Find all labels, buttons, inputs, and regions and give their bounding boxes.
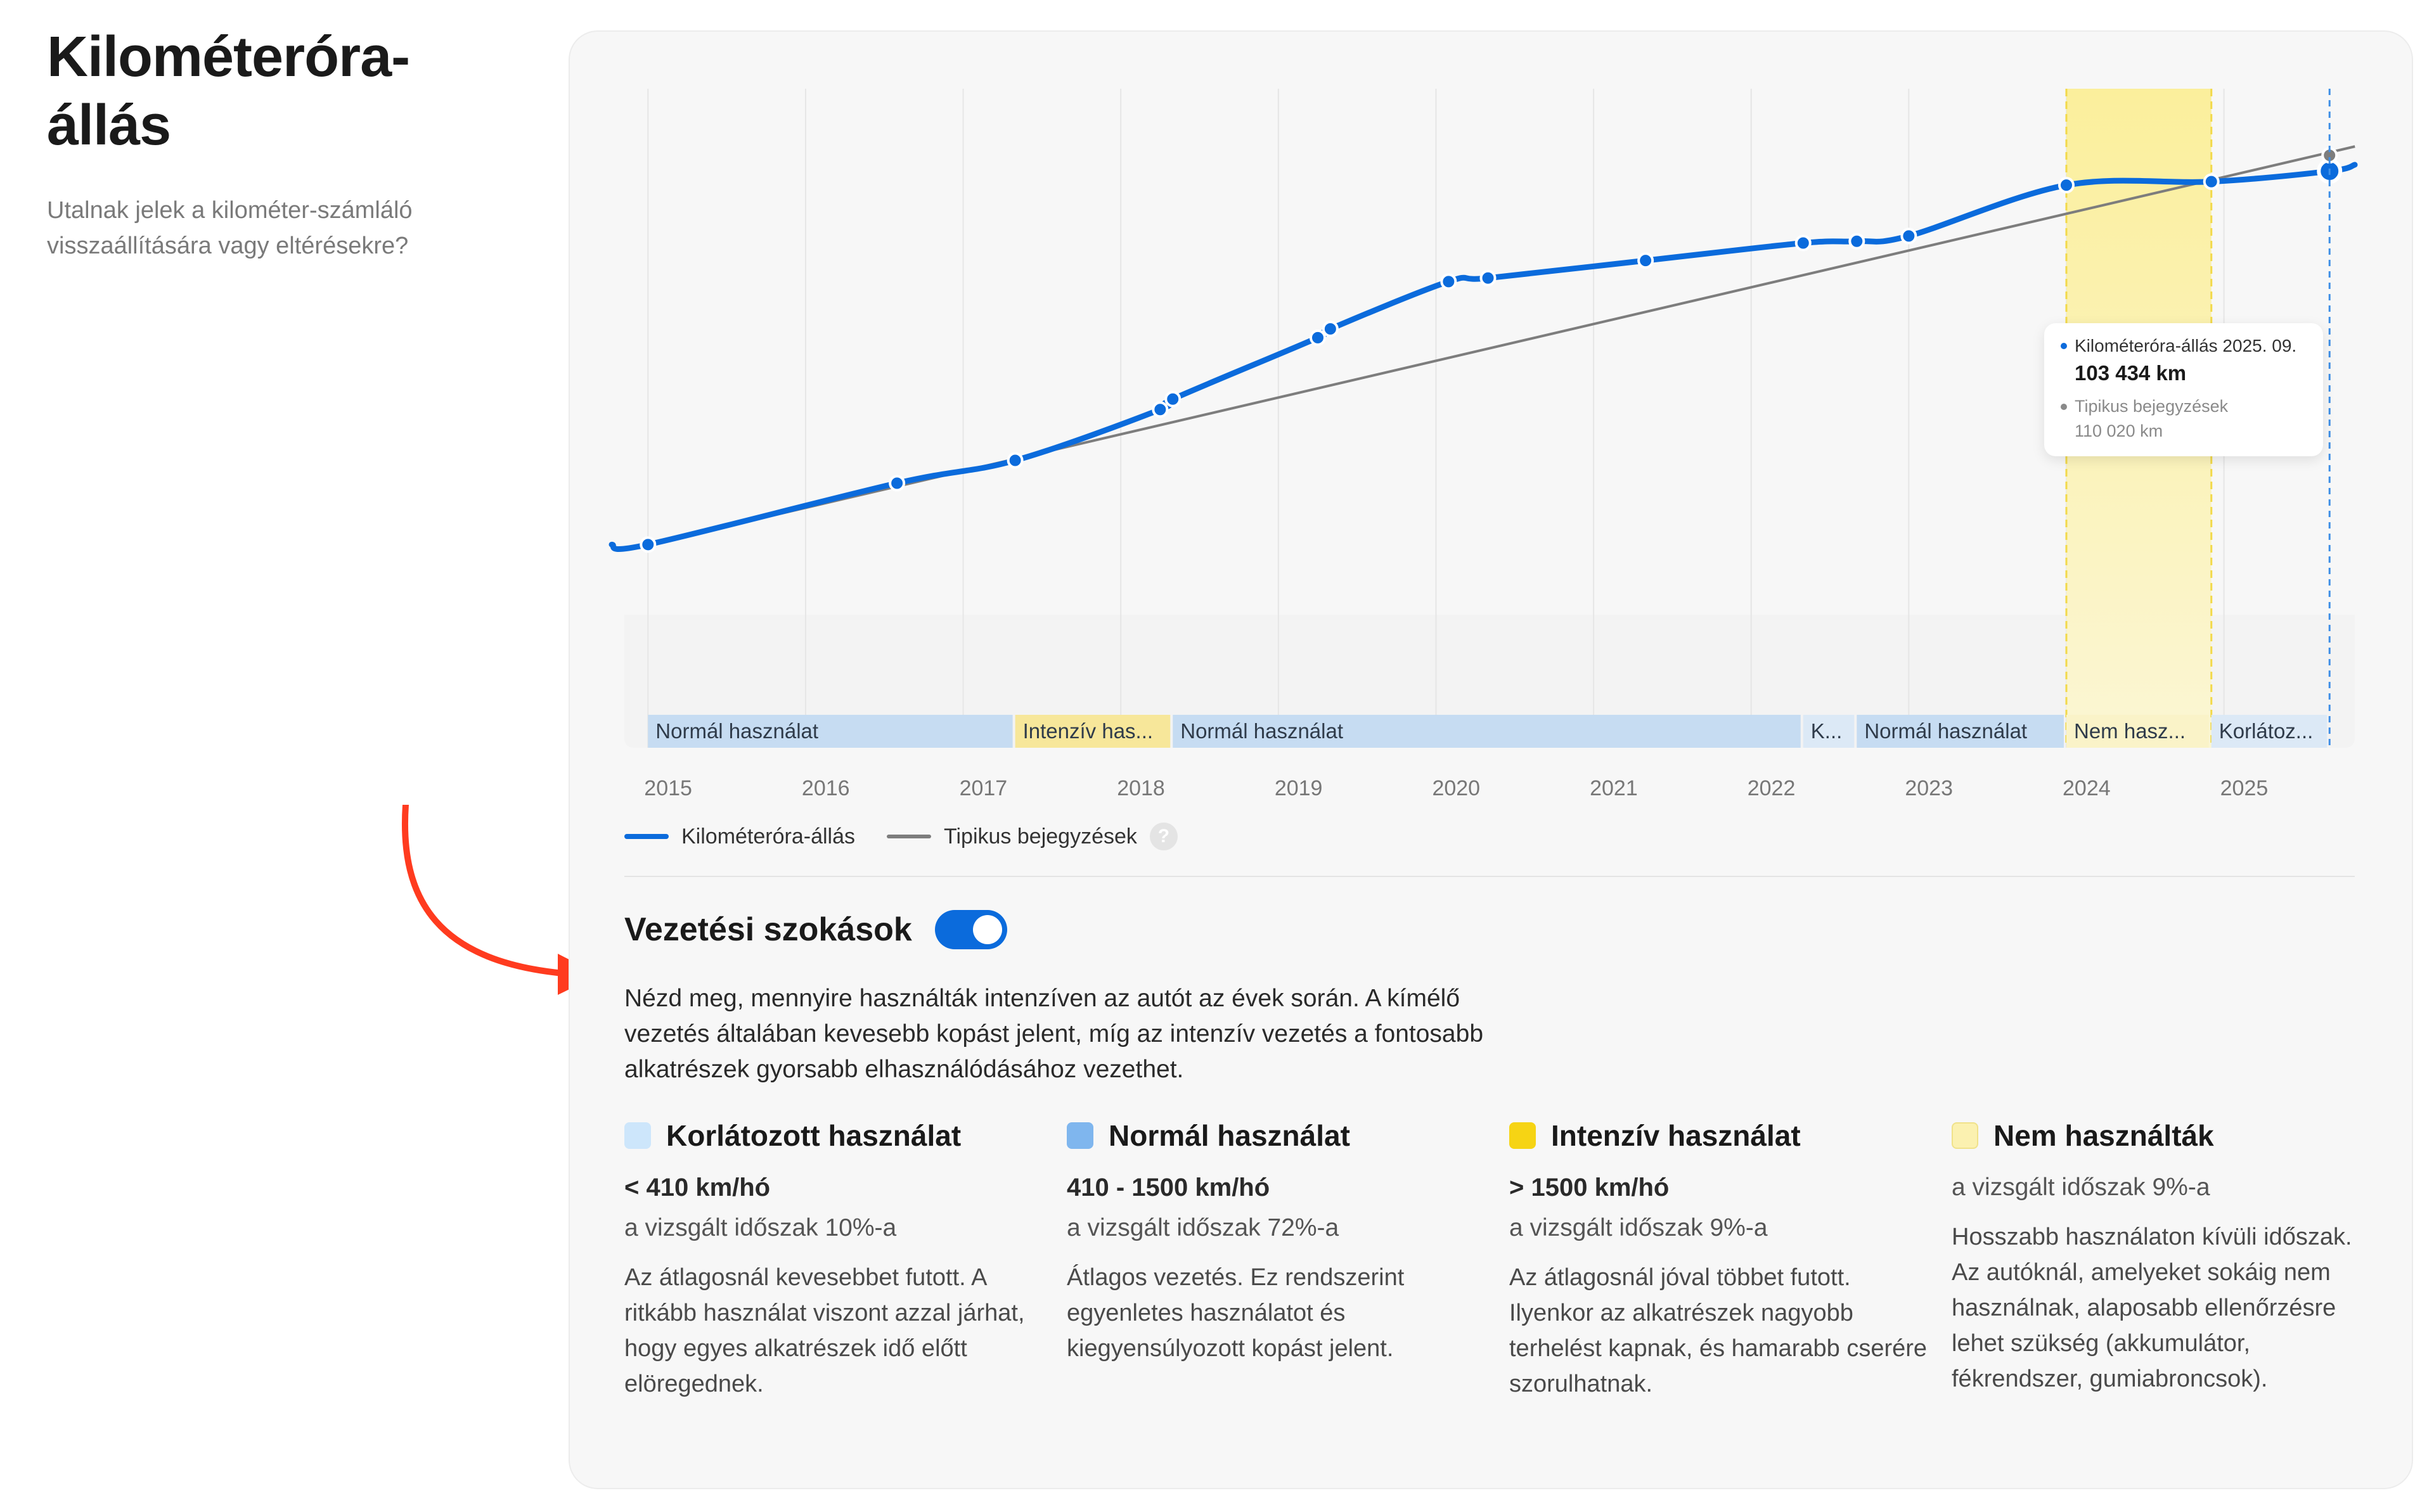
category-text: Hosszabb használaton kívüli időszak. Az … xyxy=(1952,1224,2352,1392)
category-header: Normál használat xyxy=(1067,1117,1485,1155)
category-text: Az átlagosnál kevesebbet futott. A ritká… xyxy=(624,1264,1025,1397)
usage-segment-bar xyxy=(1015,715,1171,748)
category-text: Átlagos vezetés. Ez rendszerint egyenlet… xyxy=(1067,1264,1405,1362)
odometer-data-point xyxy=(889,475,906,492)
usage-segment-label[interactable]: Nem hasz... xyxy=(2074,719,2186,743)
section-divider xyxy=(624,876,2355,877)
category-limited: Korlátozott használat < 410 km/hó a vizs… xyxy=(624,1117,1043,1402)
legend-item-typical[interactable]: Tipikus bejegyzések xyxy=(887,824,1137,849)
x-tick-label: 2019 xyxy=(1274,776,1323,800)
x-tick-label: 2017 xyxy=(959,776,1008,800)
tooltip-series1-value: 103 434 km xyxy=(2075,361,2187,385)
color-swatch-icon xyxy=(624,1122,651,1149)
category-unused: Nem használták a vizsgált időszak 9%-a H… xyxy=(1952,1117,2357,1397)
category-header: Intenzív használat xyxy=(1509,1117,1928,1155)
x-tick-label: 2020 xyxy=(1432,776,1481,800)
category-intense: Intenzív használat > 1500 km/hó a vizsgá… xyxy=(1509,1117,1928,1402)
category-text: Az átlagosnál jóval többet futott. Ilyen… xyxy=(1509,1264,1928,1397)
x-tick-label: 2024 xyxy=(2063,776,2111,800)
category-range: 410 - 1500 km/hó xyxy=(1067,1174,1270,1201)
legend-label-odometer: Kilométeróra-állás xyxy=(681,824,855,849)
category-title: Intenzív használat xyxy=(1551,1119,1801,1152)
category-normal: Normál használat 410 - 1500 km/hó a vizs… xyxy=(1067,1117,1485,1366)
category-header: Nem használták xyxy=(1952,1117,2357,1155)
color-swatch-icon xyxy=(1952,1122,1978,1149)
usage-segment-bar xyxy=(648,715,1013,748)
chart-legend: Kilométeróra-állás Tipikus bejegyzések ? xyxy=(624,823,1178,850)
odometer-data-point xyxy=(1007,452,1024,469)
page-subtitle: Utalnak jelek a kilométer-számláló vissz… xyxy=(47,197,413,259)
x-tick-label: 2025 xyxy=(2220,776,2269,800)
x-tick-label: 2023 xyxy=(1905,776,1953,800)
tooltip-series2-label: Tipikus bejegyzések xyxy=(2075,397,2229,416)
odometer-data-point xyxy=(1900,227,1917,245)
tooltip-series1-label: Kilométeróra-állás 2025. 09. xyxy=(2075,336,2297,356)
category-title: Korlátozott használat xyxy=(666,1119,962,1152)
odometer-data-point xyxy=(1848,233,1865,250)
category-share: a vizsgált időszak 72%-a xyxy=(1067,1214,1339,1241)
x-tick-label: 2022 xyxy=(1747,776,1796,800)
category-header: Korlátozott használat xyxy=(624,1117,1043,1155)
category-title: Normál használat xyxy=(1109,1119,1350,1152)
chart-tooltip: Kilométeróra-állás 2025. 09. 103 434 km … xyxy=(2044,323,2323,456)
tooltip-series1-dot xyxy=(2061,343,2067,349)
tooltip-series2-row: Tipikus bejegyzések xyxy=(2061,397,2307,416)
legend-swatch-odometer xyxy=(624,834,669,839)
category-range: > 1500 km/hó xyxy=(1509,1174,1670,1201)
usage-segment-label[interactable]: Korlátoz... xyxy=(2218,719,2314,743)
usage-segment-label[interactable]: Normál használat xyxy=(1864,719,2028,743)
tooltip-series2-value: 110 020 km xyxy=(2075,421,2163,440)
toggle-knob xyxy=(972,915,1002,944)
help-icon[interactable]: ? xyxy=(1149,823,1178,850)
usage-segment-label[interactable]: Intenzív has... xyxy=(1022,719,1154,743)
legend-item-odometer[interactable]: Kilométeróra-állás xyxy=(624,824,855,849)
usage-segment-bar xyxy=(1173,715,1801,748)
odometer-data-point xyxy=(2058,177,2075,194)
x-tick-label: 2018 xyxy=(1117,776,1165,800)
usage-segment-label[interactable]: Normál használat xyxy=(1180,719,1344,743)
legend-swatch-typical xyxy=(887,835,931,838)
odometer-data-point xyxy=(1309,329,1326,346)
habits-header: Vezetési szokások xyxy=(624,910,1007,949)
odometer-data-point xyxy=(1637,252,1654,269)
category-title: Nem használták xyxy=(1993,1119,2214,1152)
x-tick-label: 2021 xyxy=(1590,776,1638,800)
legend-label-typical: Tipikus bejegyzések xyxy=(944,824,1137,849)
habits-description: Nézd meg, mennyire használták intenzíven… xyxy=(624,985,1484,1083)
category-share: a vizsgált időszak 10%-a xyxy=(624,1214,897,1241)
x-tick-label: 2016 xyxy=(801,776,850,800)
odometer-data-point xyxy=(640,536,657,553)
tooltip-series2-dot xyxy=(2061,403,2067,410)
left-panel: Kilométeróra-állás Utalnak jelek a kilom… xyxy=(47,23,529,264)
odometer-data-point xyxy=(1152,401,1169,418)
usage-segment-label[interactable]: K... xyxy=(1810,719,1843,743)
usage-segment-label[interactable]: Normál használat xyxy=(655,719,819,743)
odometer-data-point xyxy=(1440,273,1457,290)
tooltip-series1-row: Kilométeróra-állás 2025. 09. xyxy=(2061,336,2307,356)
odometer-data-point xyxy=(1164,390,1182,407)
color-swatch-icon xyxy=(1067,1122,1093,1149)
habits-toggle[interactable] xyxy=(934,910,1007,949)
odometer-data-point xyxy=(1479,269,1497,286)
page-title: Kilométeróra-állás xyxy=(47,25,410,157)
usage-segment-bar xyxy=(1857,715,2064,748)
category-share: a vizsgált időszak 9%-a xyxy=(1952,1174,2210,1201)
habits-title: Vezetési szokások xyxy=(624,911,912,948)
odometer-chart[interactable]: Normál használat Intenzív has... Normál ha… xyxy=(608,89,2358,800)
usage-segment-bar xyxy=(2066,715,2209,748)
category-range: < 410 km/hó xyxy=(624,1174,771,1201)
usage-segment-bar xyxy=(2211,715,2328,748)
color-swatch-icon xyxy=(1509,1122,1536,1149)
odometer-data-point xyxy=(2203,173,2220,190)
category-share: a vizsgált időszak 9%-a xyxy=(1509,1214,1768,1241)
x-tick-label: 2015 xyxy=(644,776,692,800)
odometer-data-point xyxy=(1794,234,1812,252)
usage-segment-bar xyxy=(1803,715,1855,748)
odometer-data-point xyxy=(1322,321,1339,338)
